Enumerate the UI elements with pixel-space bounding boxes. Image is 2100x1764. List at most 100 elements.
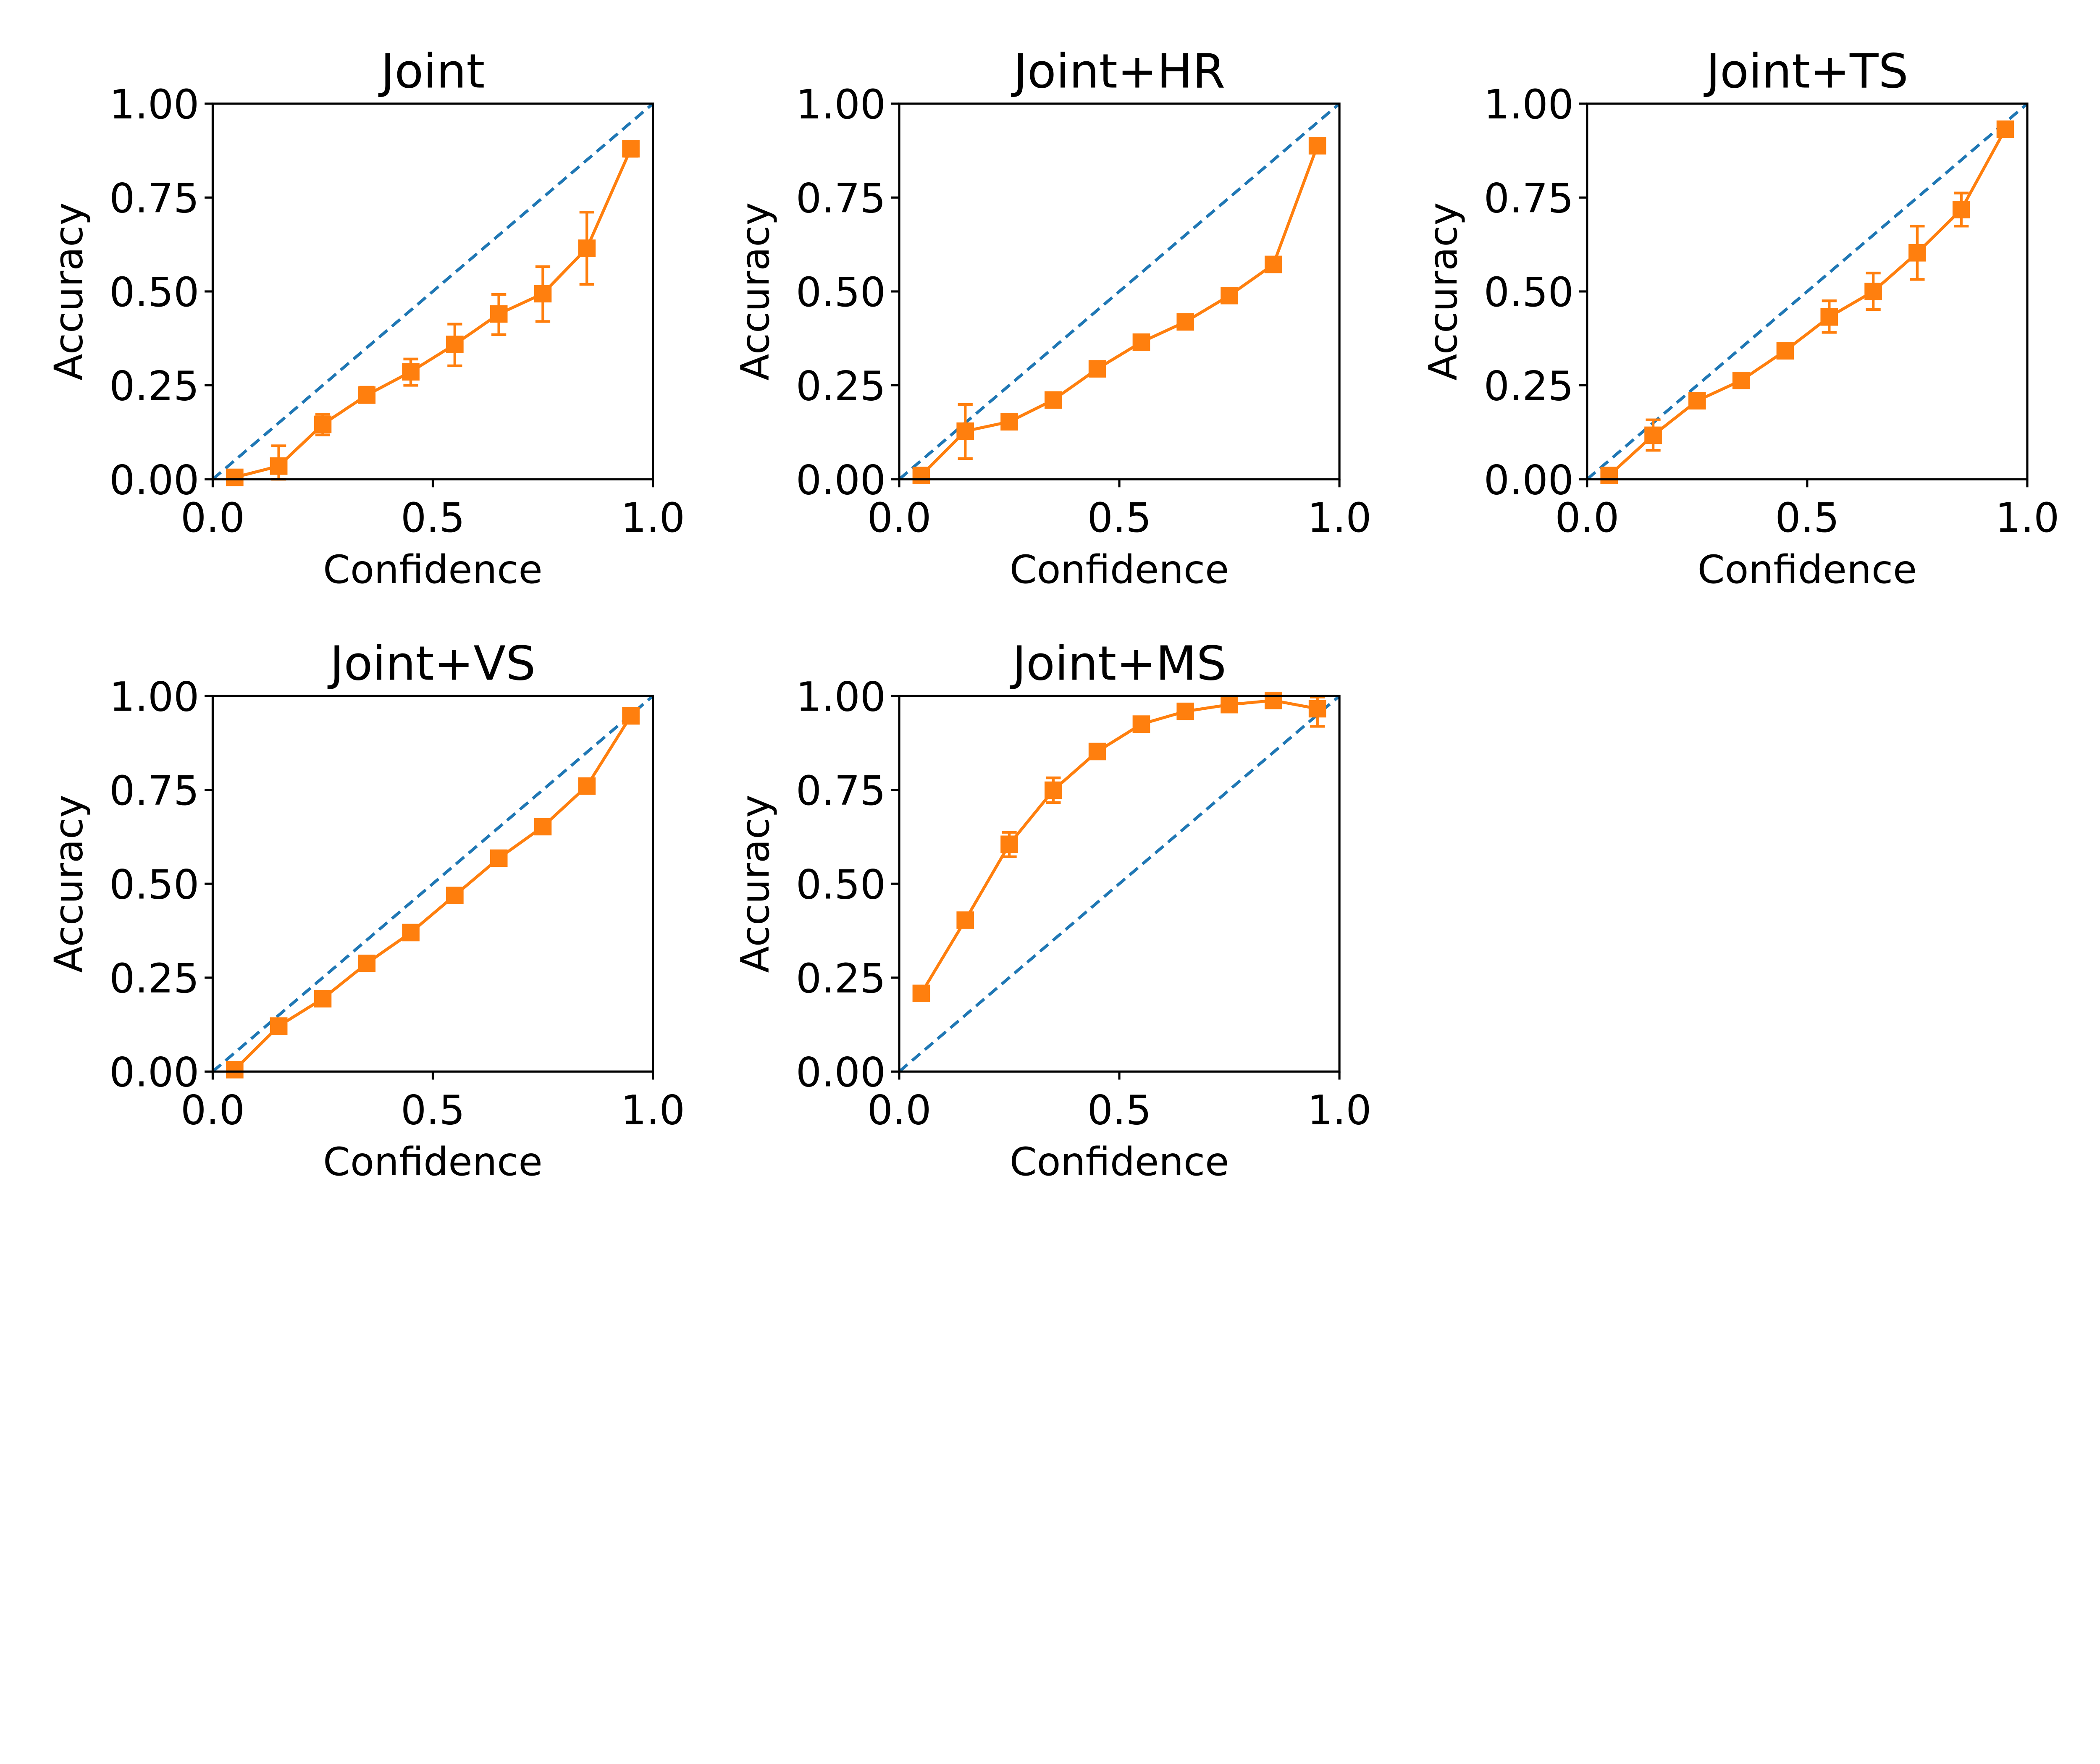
- data-point-marker: [1952, 201, 1970, 218]
- y-tick-label: 0.00: [109, 457, 199, 504]
- x-axis-label: Confidence: [323, 547, 543, 592]
- data-point-marker: [314, 990, 332, 1008]
- data-point-marker: [1688, 392, 1706, 410]
- data-point-marker: [1221, 696, 1238, 714]
- data-point-marker: [358, 954, 376, 972]
- data-point-marker: [1308, 700, 1326, 718]
- x-tick-label: 0.5: [1775, 494, 1839, 541]
- data-point-marker: [1221, 286, 1238, 304]
- data-point-marker: [578, 777, 596, 795]
- series-line: [920, 145, 1319, 477]
- subplot-title: Joint+TS: [1704, 44, 1908, 99]
- y-tick-label: 0.25: [109, 955, 199, 1002]
- y-tick-label: 1.00: [109, 673, 199, 720]
- x-tick-label: 0.0: [867, 1087, 932, 1134]
- x-tick-label: 1.0: [1995, 494, 2059, 541]
- data-point-marker: [578, 239, 596, 257]
- x-tick-label: 1.0: [621, 494, 685, 541]
- x-tick-label: 0.0: [867, 494, 932, 541]
- data-point-marker: [1000, 835, 1018, 853]
- series-line: [234, 715, 633, 1071]
- subplot-joint-ms: Joint+MS 0.00 0.25 0.50 0.75 1.00 0.0 0.5 1.0 Con…: [732, 637, 1371, 1184]
- data-point-marker: [1776, 342, 1794, 360]
- x-tick-label: 1.0: [621, 1087, 685, 1134]
- y-tick-label: 0.75: [109, 175, 199, 222]
- y-tick-label: 0.75: [796, 767, 886, 814]
- y-tick-label: 0.00: [796, 457, 886, 504]
- y-tick-label: 0.75: [1484, 175, 1574, 222]
- y-tick-label: 0.00: [109, 1049, 199, 1096]
- y-tick-label: 1.00: [796, 673, 886, 720]
- data-point-marker: [622, 707, 640, 725]
- y-tick-label: 1.00: [109, 81, 199, 128]
- y-tick-label: 0.50: [109, 861, 199, 908]
- data-point-marker: [314, 415, 332, 433]
- x-tick-label: 0.0: [181, 1087, 245, 1134]
- reference-diagonal-line: [1586, 102, 2029, 480]
- data-point-marker: [226, 468, 244, 486]
- x-axis-label: Confidence: [323, 1139, 543, 1184]
- reference-diagonal-line: [898, 102, 1341, 480]
- reference-diagonal-line: [212, 102, 654, 480]
- data-point-marker: [270, 457, 288, 475]
- data-point-marker: [912, 984, 930, 1003]
- data-point-marker: [270, 1017, 288, 1035]
- y-tick-label: 0.25: [796, 363, 886, 410]
- x-tick-label: 0.5: [1087, 494, 1152, 541]
- data-point-marker: [1820, 308, 1838, 326]
- subplot-title: Joint+VS: [328, 637, 536, 691]
- x-tick-label: 1.0: [1307, 494, 1372, 541]
- y-tick-label: 0.25: [1484, 363, 1574, 410]
- data-point-marker: [1132, 333, 1150, 351]
- data-point-marker: [1088, 360, 1106, 378]
- data-point-marker: [358, 386, 376, 404]
- data-point-marker: [1045, 391, 1062, 409]
- data-point-marker: [622, 140, 640, 158]
- data-point-marker: [956, 422, 974, 440]
- reference-diagonal-line: [212, 695, 654, 1073]
- data-point-marker: [1864, 283, 1882, 300]
- data-point-marker: [446, 336, 464, 353]
- data-point-marker: [402, 924, 420, 942]
- x-axis-label: Confidence: [1010, 547, 1229, 592]
- data-point-marker: [912, 467, 930, 484]
- reference-diagonal-line: [898, 695, 1341, 1073]
- y-tick-label: 0.50: [1484, 269, 1574, 316]
- data-point-marker: [490, 305, 508, 323]
- y-axis-label: Accuracy: [46, 202, 92, 381]
- y-axis-label: Accuracy: [732, 795, 778, 973]
- data-point-marker: [1644, 426, 1662, 444]
- subplot-title: Joint: [378, 44, 485, 99]
- data-point-marker: [1600, 467, 1618, 484]
- y-tick-label: 0.00: [796, 1049, 886, 1096]
- series-line: [920, 699, 1318, 995]
- data-point-marker: [956, 911, 974, 929]
- data-point-marker: [446, 887, 464, 904]
- data-point-marker: [1308, 137, 1326, 155]
- subplot-joint-ts: Joint+TS 0.00 0.25 0.50 0.75 1.00 0.0 0.5 1.0 Con…: [1420, 44, 2059, 592]
- x-axis-label: Confidence: [1010, 1139, 1229, 1184]
- data-point-marker: [1732, 372, 1750, 389]
- data-point-marker: [1045, 781, 1062, 799]
- data-point-marker: [1132, 715, 1150, 733]
- y-axis-label: Accuracy: [732, 202, 778, 381]
- data-point-marker: [1996, 120, 2014, 138]
- calibration-figure: Joint 0.00 0.25 0.50 0.75 1.00 0.0 0.5 1.0 Confid…: [46, 44, 2060, 1184]
- y-tick-label: 1.00: [796, 81, 886, 128]
- y-tick-label: 0.50: [796, 861, 886, 908]
- data-point-marker: [402, 363, 420, 381]
- data-point-marker: [534, 818, 552, 836]
- y-axis-label: Accuracy: [1420, 202, 1466, 381]
- y-tick-label: 0.25: [796, 955, 886, 1002]
- x-tick-label: 0.5: [401, 1087, 465, 1134]
- y-tick-label: 0.75: [109, 767, 199, 814]
- y-tick-label: 1.00: [1484, 81, 1574, 128]
- data-point-marker: [490, 849, 508, 867]
- subplot-joint-hr: Joint+HR 0.00 0.25 0.50 0.75 1.00 0.0 0.5 1.0 Con…: [732, 44, 1371, 592]
- subplot-joint: Joint 0.00 0.25 0.50 0.75 1.00 0.0 0.5 1.0 Confid…: [46, 44, 685, 592]
- data-point-marker: [1000, 413, 1018, 431]
- x-tick-label: 0.5: [401, 494, 465, 541]
- series-line: [234, 148, 633, 479]
- x-tick-label: 0.0: [1555, 494, 1619, 541]
- subplot-title: Joint+MS: [1010, 637, 1226, 691]
